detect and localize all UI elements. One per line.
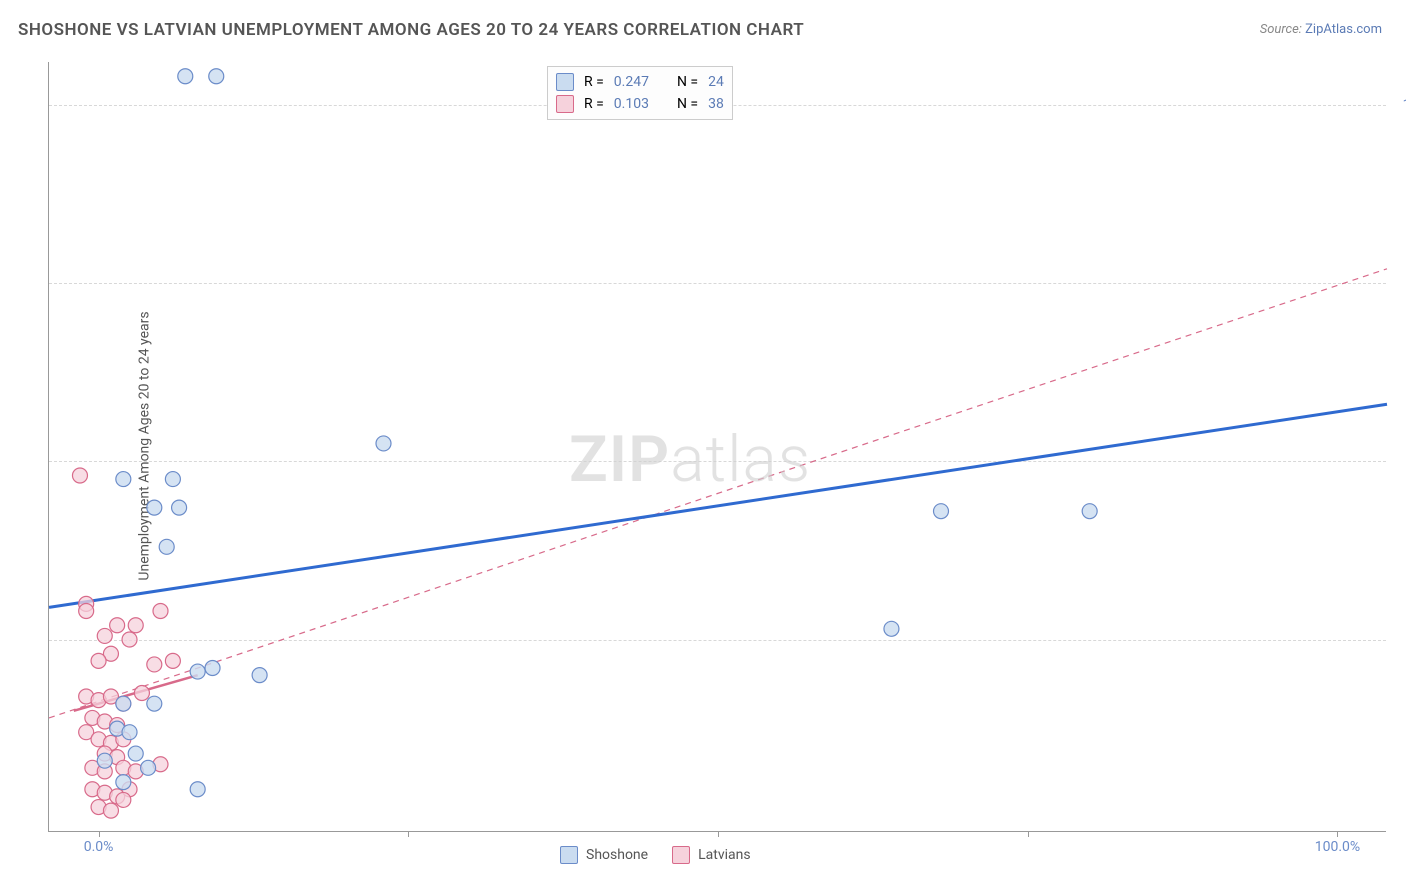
data-point[interactable] (172, 500, 187, 515)
data-point[interactable] (116, 792, 131, 807)
data-point[interactable] (116, 472, 131, 487)
legend-label-latvians: Latvians (698, 847, 751, 863)
data-point[interactable] (205, 661, 220, 676)
data-point[interactable] (147, 500, 162, 515)
data-point[interactable] (79, 603, 94, 618)
shoshone-swatch-icon (556, 73, 574, 91)
data-point[interactable] (91, 653, 106, 668)
y-tick-label: 100.0% (1403, 97, 1406, 113)
data-point[interactable] (128, 746, 143, 761)
data-point[interactable] (72, 468, 87, 483)
data-point[interactable] (122, 725, 137, 740)
data-point[interactable] (147, 657, 162, 672)
series-legend: Shoshone Latvians (560, 846, 751, 864)
trend-line (49, 404, 1387, 607)
data-point[interactable] (376, 436, 391, 451)
legend-label-shoshone: Shoshone (586, 847, 648, 863)
n-value-shoshone: 24 (708, 71, 724, 93)
n-value-latvians: 38 (708, 93, 724, 115)
n-label: N = (677, 93, 698, 115)
data-point[interactable] (934, 504, 949, 519)
data-point[interactable] (252, 668, 267, 683)
data-point[interactable] (190, 664, 205, 679)
shoshone-swatch-icon (560, 846, 578, 864)
data-point[interactable] (128, 618, 143, 633)
data-point[interactable] (178, 69, 193, 84)
data-point[interactable] (110, 618, 125, 633)
data-point[interactable] (1082, 504, 1097, 519)
n-label: N = (677, 71, 698, 93)
data-point[interactable] (190, 782, 205, 797)
data-point[interactable] (134, 685, 149, 700)
chart-plot-area: 25.0%50.0%75.0%100.0%0.0%100.0% ZIPatlas… (48, 62, 1386, 832)
r-label: R = (584, 71, 604, 93)
data-point[interactable] (165, 653, 180, 668)
data-point[interactable] (116, 696, 131, 711)
source-link[interactable]: ZipAtlas.com (1305, 22, 1382, 37)
data-point[interactable] (116, 775, 131, 790)
legend-row-shoshone: R = 0.247 N = 24 (556, 71, 724, 93)
data-point[interactable] (159, 539, 174, 554)
source-attribution: Source: ZipAtlas.com (1260, 22, 1382, 37)
legend-row-latvians: R = 0.103 N = 38 (556, 93, 724, 115)
latvians-swatch-icon (556, 95, 574, 113)
r-value-shoshone: 0.247 (614, 71, 649, 93)
data-point[interactable] (122, 632, 137, 647)
data-point[interactable] (97, 628, 112, 643)
data-point[interactable] (884, 621, 899, 636)
chart-title: SHOSHONE VS LATVIAN UNEMPLOYMENT AMONG A… (18, 20, 804, 40)
legend-item-shoshone[interactable]: Shoshone (560, 846, 648, 864)
latvians-swatch-icon (672, 846, 690, 864)
data-point[interactable] (209, 69, 224, 84)
source-label: Source: (1260, 22, 1302, 37)
data-point[interactable] (103, 803, 118, 818)
r-label: R = (584, 93, 604, 115)
legend-item-latvians[interactable]: Latvians (672, 846, 751, 864)
data-point[interactable] (165, 472, 180, 487)
data-point[interactable] (153, 603, 168, 618)
scatter-plot-svg (49, 62, 1386, 831)
data-point[interactable] (97, 753, 112, 768)
r-value-latvians: 0.103 (614, 93, 649, 115)
trend-line (49, 269, 1387, 718)
correlation-legend: R = 0.247 N = 24 R = 0.103 N = 38 (547, 66, 733, 120)
x-tick-label: 0.0% (84, 839, 114, 855)
data-point[interactable] (141, 760, 156, 775)
x-tick-label: 100.0% (1315, 839, 1360, 855)
data-point[interactable] (147, 696, 162, 711)
